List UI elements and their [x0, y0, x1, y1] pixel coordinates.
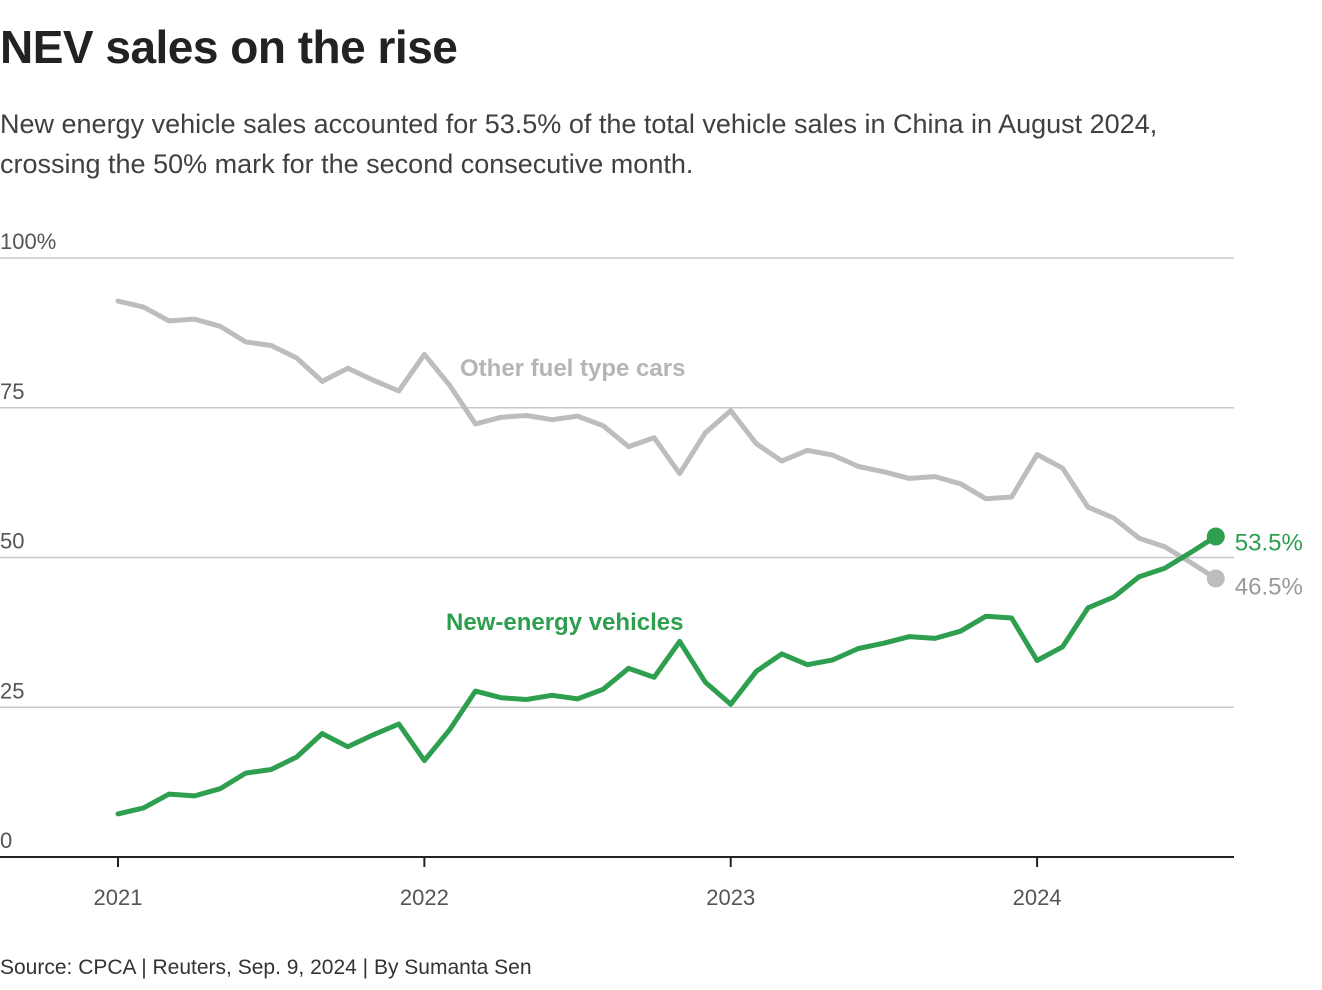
y-tick-label: 75: [0, 379, 24, 404]
chart-title: NEV sales on the rise: [0, 21, 458, 73]
x-tick-label: 2023: [706, 885, 755, 910]
series-end-label-nev: 53.5%: [1235, 530, 1303, 557]
series-end-dot-nev: [1206, 527, 1225, 546]
y-tick-label: 25: [0, 678, 24, 703]
line-chart: 0 25 50 75 100% 2021 2022 2023 2024 46.5% 53.5% Oth…: [0, 229, 1303, 910]
annotation-nev: New-energy vehicles: [446, 609, 683, 636]
x-tick-label: 2022: [400, 885, 449, 910]
y-tick-label: 0: [0, 828, 12, 853]
series-end-dot-other-fuel: [1206, 569, 1225, 588]
chart-subtitle: New energy vehicle sales accounted for 5…: [0, 109, 1158, 179]
series-line-other-fuel: [115, 298, 1219, 581]
series-line-nev: [115, 534, 1219, 817]
x-tick-label: 2024: [1013, 885, 1062, 910]
annotation-other-fuel: Other fuel type cars: [460, 355, 685, 382]
y-tick-label: 50: [0, 529, 24, 554]
source-note: Source: CPCA | Reuters, Sep. 9, 2024 | B…: [0, 956, 532, 979]
x-tick-label: 2021: [94, 885, 143, 910]
y-tick-label: 100%: [0, 229, 56, 254]
series-end-label-other-fuel: 46.5%: [1235, 573, 1303, 600]
